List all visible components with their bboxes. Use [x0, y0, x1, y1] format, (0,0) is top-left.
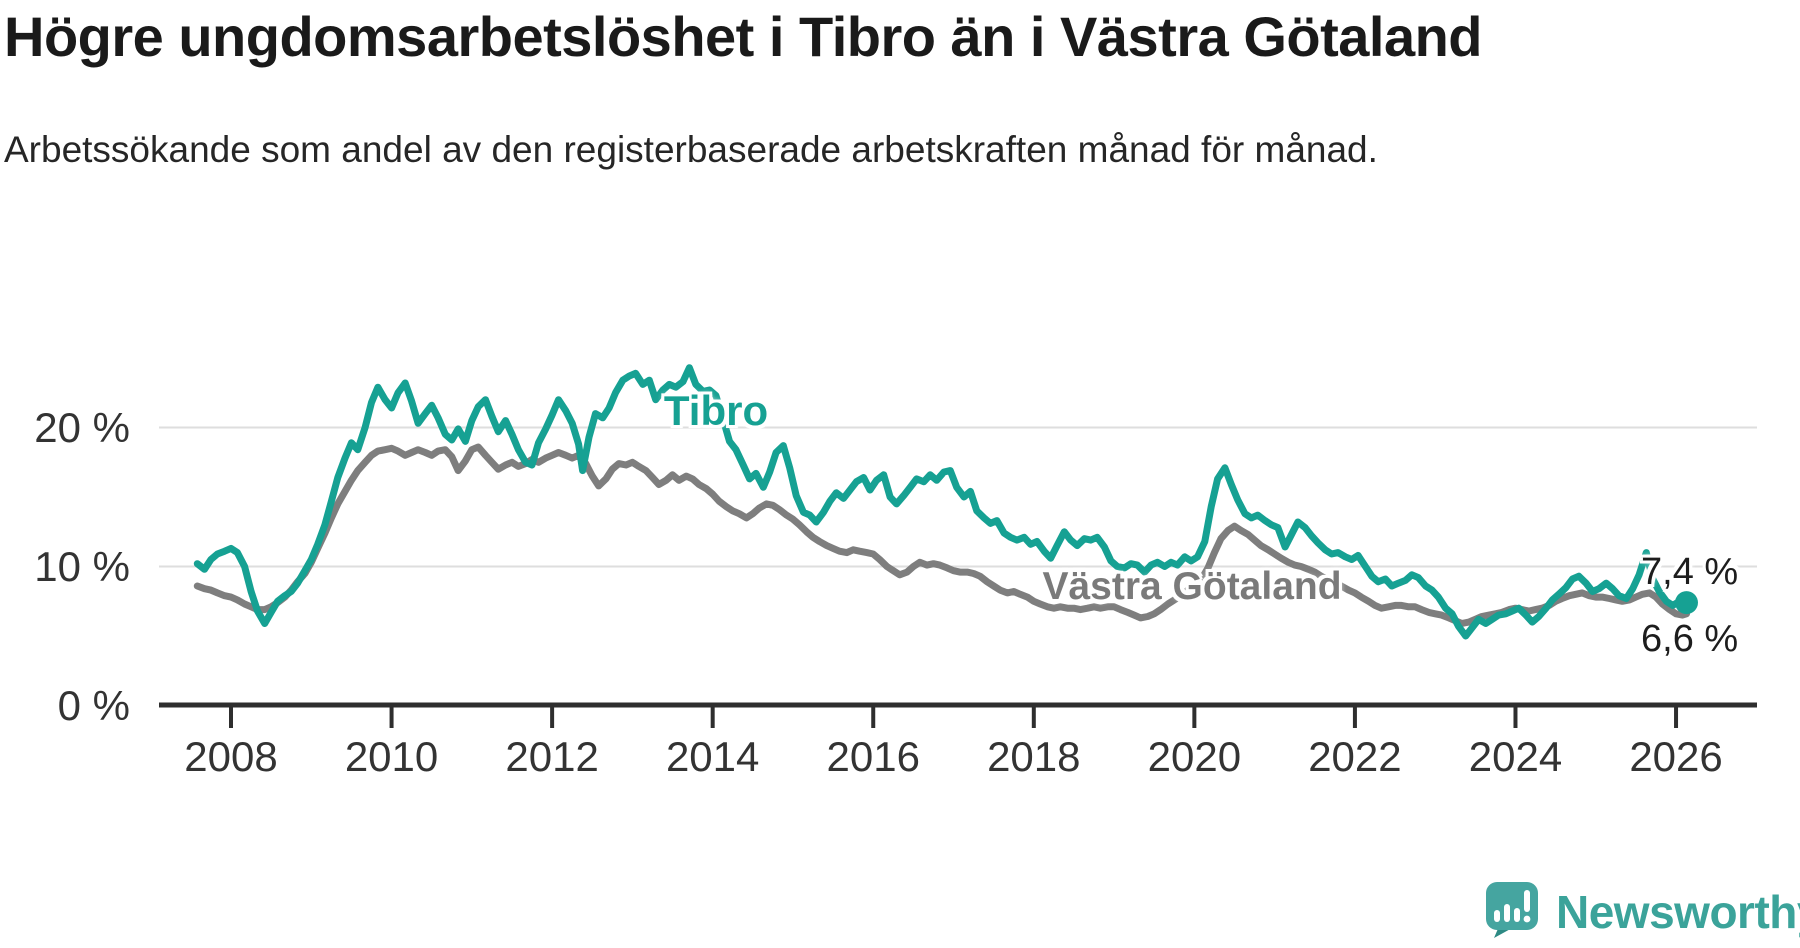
series-end-dot [1674, 591, 1698, 615]
x-axis-tick-label: 2014 [665, 733, 760, 780]
x-axis-tick-label: 2026 [1629, 733, 1723, 780]
x-axis-tick-label: 2012 [505, 733, 599, 780]
x-axis-tick-label: 2016 [826, 733, 920, 780]
chart-subtitle: Arbetssökande som andel av den registerb… [4, 129, 1378, 170]
series-line-v-stra-g-taland [193, 443, 1690, 627]
series-line-tibro [193, 364, 1690, 640]
y-axis-tick-label: 10 % [34, 542, 130, 590]
x-axis-tick-label: 2010 [344, 733, 439, 780]
x-axis-tick-label: 2020 [1147, 733, 1242, 780]
chart-title: Högre ungdomsarbetslöshet i Tibro än i V… [4, 5, 1483, 68]
series-label-tibro: Tibro [663, 387, 769, 434]
end-value-label-vastra-gotaland: 6,6 % [1641, 618, 1739, 660]
x-axis-tick-label: 2018 [987, 733, 1081, 780]
speech-bubble-bar-chart-icon [1486, 882, 1538, 938]
x-axis-tick-label: 2024 [1468, 733, 1563, 780]
x-axis-tick-label: 2022 [1308, 733, 1402, 780]
x-axis-tick-label: 2008 [184, 733, 278, 780]
series-label-vastra-gotaland: Västra Götaland [1042, 565, 1342, 608]
end-value-label-tibro: 7,4 % [1641, 551, 1739, 593]
newsworthy-logo: Newsworthy [1484, 880, 1800, 944]
y-axis-tick-label: 0 % [57, 681, 130, 729]
newsworthy-wordmark: Newsworthy [1556, 886, 1800, 938]
y-axis-tick-label: 20 % [34, 403, 130, 451]
